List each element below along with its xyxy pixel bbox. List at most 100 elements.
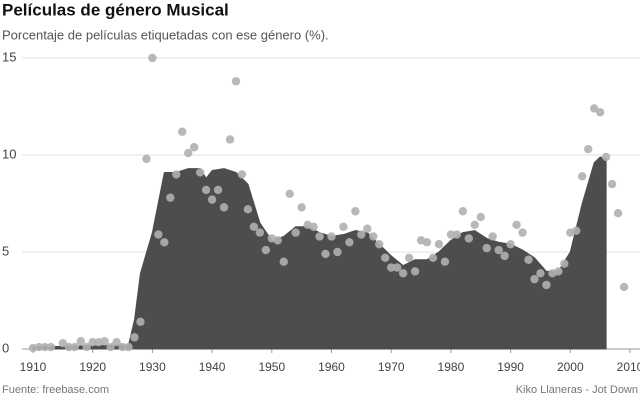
point [70,342,79,352]
point [619,282,629,292]
point [345,238,354,247]
point [100,337,109,346]
point [172,170,181,179]
point [46,342,56,352]
point [572,226,581,235]
point [613,209,623,218]
x-tick-label: 1940 [199,360,226,374]
point [530,274,539,284]
point [291,228,300,237]
point [219,203,229,212]
point [213,185,223,195]
chart-subtitle: Porcentaje de películas etiquetadas con … [2,27,329,42]
point [363,224,372,233]
point [64,342,74,352]
point [458,207,468,216]
point [333,247,342,257]
marks-layer [28,53,629,353]
point [195,168,205,177]
chart-title: Películas de género Musical [2,0,229,19]
point [279,257,288,266]
x-tick-label: 1930 [139,360,166,374]
point [237,170,247,179]
point [446,230,456,239]
point [584,144,593,154]
point [392,263,402,272]
point [285,189,294,198]
y-tick-label: 0 [2,340,9,355]
point [112,338,121,347]
point [452,230,462,239]
point [595,108,605,117]
point [118,342,127,352]
point [40,342,50,352]
point [130,333,139,342]
point [601,152,611,162]
point [434,240,444,249]
point [88,338,97,347]
y-tick-label: 15 [2,49,16,64]
point [524,255,533,264]
point [589,104,599,113]
point [422,238,432,247]
x-tick-label: 2000 [557,360,584,374]
point [160,238,169,247]
labels-layer: 0 5 10 15 1910 1920 1930 1940 1950 1960 1970 1980 19… [2,49,640,374]
point [375,240,384,249]
point [542,280,551,290]
x-tick-label: 1990 [497,360,524,374]
point [369,232,378,241]
point [142,154,151,164]
point [381,253,390,263]
y-tick-label: 10 [2,146,16,161]
x-tick-label: 1980 [438,360,465,374]
point [488,232,497,241]
point [512,220,521,230]
point [464,234,474,243]
credit-note: Kiko Llaneras - Jot Down [516,384,638,396]
point [578,172,587,181]
point [178,127,187,136]
point [207,195,217,204]
point [500,251,509,261]
x-tick-label: 1950 [258,360,285,374]
x-tick-label: 2010 [617,360,640,374]
point [506,240,515,249]
point [255,228,265,237]
point [494,245,503,255]
x-tick-label: 1920 [79,360,106,374]
point [309,222,318,231]
point [231,77,241,86]
point [560,259,569,268]
y-tick-label: 5 [2,243,9,258]
area [32,156,607,350]
point [201,185,211,195]
source-note: Fuente: freebase.com [2,384,109,396]
point [184,148,193,158]
point [476,212,485,222]
point [398,269,408,278]
point [124,342,133,352]
point [225,135,235,144]
point [261,245,271,255]
x-tick-label: 1910 [20,360,47,374]
point [76,337,85,346]
point [410,267,420,276]
x-tick-label: 1970 [378,360,405,374]
point [249,222,259,231]
point [536,269,545,278]
point [166,193,175,202]
point [482,243,491,253]
point [148,53,157,63]
point [607,179,617,189]
point [518,228,527,237]
x-tick-label: 1960 [318,360,345,374]
point [440,257,450,266]
point [273,236,282,245]
point [243,205,253,214]
point [34,342,44,352]
point [82,342,91,352]
point [106,342,115,352]
point [428,253,438,263]
